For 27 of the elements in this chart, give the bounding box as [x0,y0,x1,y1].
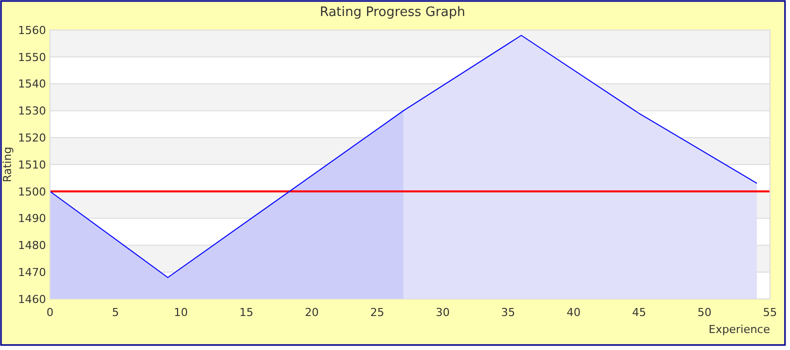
y-tick-label: 1560 [18,24,46,37]
x-tick-label: 5 [112,306,119,319]
y-tick-label: 1550 [18,50,46,64]
x-tick-label: 50 [698,306,712,319]
x-tick-label: 35 [501,306,516,319]
x-tick-label: 10 [174,306,188,319]
y-tick-label: 1490 [18,212,46,226]
x-tick-label: 0 [46,306,54,319]
x-tick-label: 40 [566,306,581,319]
x-tick-label: 55 [763,306,777,319]
chart-title: Rating Progress Graph [320,5,466,20]
y-tick-label: 1520 [18,131,46,144]
x-axis-title: Experience [708,323,770,336]
y-axis-title: Rating [1,146,14,182]
x-tick-label: 45 [632,306,646,319]
y-tick-label: 1500 [18,185,46,198]
x-tick-label: 15 [239,306,254,319]
y-tick-label: 1540 [18,78,46,91]
x-tick-label: 25 [370,306,384,319]
x-tick-label: 30 [436,306,450,319]
x-tick-label: 20 [304,306,319,319]
y-tick-label: 1480 [18,239,46,252]
line-series [50,34,758,278]
y-tick-label: 1460 [18,292,46,306]
y-tick-label: 1530 [18,104,46,118]
y-tick-label: 1510 [18,158,46,172]
y-tick-label: 1470 [18,266,46,279]
